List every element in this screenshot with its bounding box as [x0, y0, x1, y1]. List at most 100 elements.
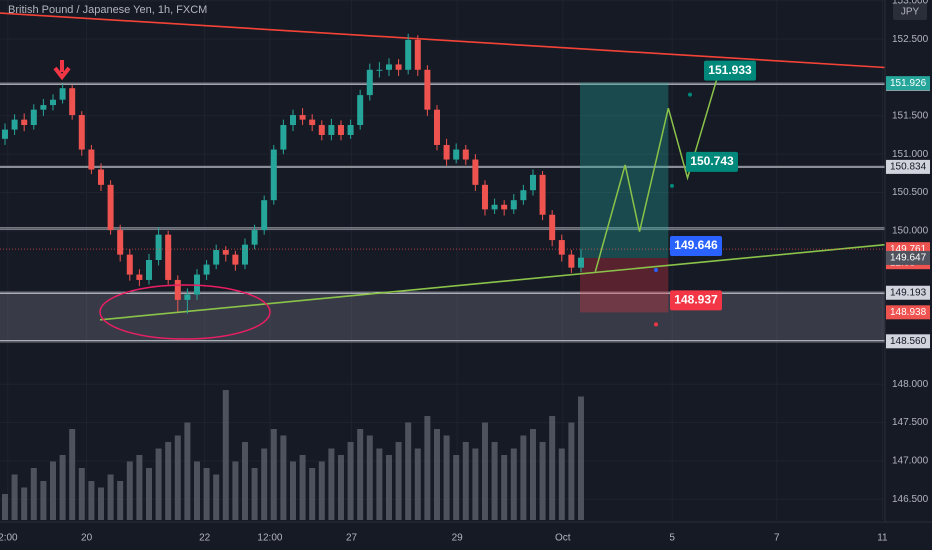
- candle-body: [155, 234, 162, 260]
- volume-bar: [165, 442, 172, 520]
- candle-body: [309, 119, 316, 126]
- volume-bar: [433, 429, 440, 520]
- volume-bar: [347, 442, 354, 520]
- x-tick-label: 20: [81, 533, 93, 544]
- x-tick-label: 5: [669, 533, 675, 544]
- volume-bar: [405, 422, 412, 520]
- volume-bar: [481, 422, 488, 520]
- candle-body: [510, 200, 517, 210]
- volume-bar: [395, 442, 402, 520]
- volume-bar: [577, 396, 584, 520]
- level-tag-label: 150.834: [890, 162, 927, 173]
- y-tick-label: 148.000: [892, 379, 929, 390]
- candle-body: [232, 254, 239, 265]
- candle-body: [577, 257, 584, 268]
- candle-body: [568, 254, 575, 268]
- candle-body: [299, 115, 306, 120]
- callout-label: 148.937: [674, 293, 718, 307]
- candle-body: [136, 274, 143, 280]
- candle-body: [433, 109, 440, 145]
- candle-body: [318, 125, 325, 135]
- volume-bar: [97, 487, 104, 520]
- callout-box: [704, 60, 756, 81]
- price-tag-label: 148.938: [890, 307, 927, 318]
- candle-body: [558, 240, 565, 255]
- candle-body: [184, 294, 191, 300]
- candle-body: [40, 105, 47, 110]
- y-tick-label: 150.500: [892, 187, 929, 198]
- x-tick-label: 2:00: [0, 533, 18, 544]
- y-tick-label: 150.000: [892, 225, 929, 236]
- down-arrow: [53, 60, 71, 81]
- candle-body: [59, 88, 66, 100]
- volume-bar: [203, 468, 210, 520]
- volume-bar: [549, 416, 556, 520]
- x-tick-label: 27: [346, 533, 358, 544]
- x-tick-label: 7: [774, 533, 780, 544]
- volume-bar: [318, 461, 325, 520]
- x-tick-label: Oct: [555, 533, 571, 544]
- volume-bar: [337, 455, 344, 520]
- x-tick-label: 11: [877, 533, 888, 544]
- volume-bar: [107, 474, 114, 520]
- level-tag: [886, 334, 930, 349]
- volume-bar: [213, 474, 220, 520]
- volume-bar: [529, 429, 536, 520]
- volume-bar: [309, 468, 316, 520]
- candle-body: [405, 39, 412, 70]
- volume-bar: [539, 442, 546, 520]
- volume-bar: [366, 435, 373, 520]
- candle-body: [520, 190, 527, 201]
- volume-bar: [501, 455, 508, 520]
- volume-bar: [376, 448, 383, 520]
- price-tag-label: 149.647: [890, 253, 927, 264]
- volume-bar: [414, 448, 421, 520]
- currency-badge: [893, 2, 927, 20]
- candle-body: [347, 125, 354, 135]
- callout-anchor: [654, 322, 658, 327]
- price-tag-label: 151.926: [890, 78, 927, 89]
- volume-bar: [241, 442, 248, 520]
- volume-bar: [491, 442, 498, 520]
- support-zone: [0, 292, 885, 342]
- level-tag: [886, 285, 930, 300]
- price-tag: [886, 76, 930, 91]
- volume-bar: [11, 474, 18, 520]
- candle-body: [88, 149, 95, 170]
- volume-bar: [222, 390, 229, 520]
- volume-bar: [261, 448, 268, 520]
- candle-body: [443, 144, 450, 160]
- candle-body: [174, 279, 181, 300]
- volume-bar: [117, 481, 124, 520]
- volume-bar: [443, 435, 450, 520]
- candle-body: [501, 204, 508, 210]
- candle-body: [213, 250, 220, 265]
- y-tick-label: 146.500: [892, 494, 929, 505]
- candle-body: [69, 88, 76, 116]
- x-tick-label: 22: [199, 533, 211, 544]
- price-tag: [886, 305, 930, 320]
- volume-bar: [289, 461, 296, 520]
- volume-bar: [520, 435, 527, 520]
- volume-bar: [328, 448, 335, 520]
- candle-body: [414, 39, 421, 70]
- callout-anchor: [688, 92, 692, 97]
- candle-body: [472, 159, 479, 185]
- callout-anchor: [670, 183, 674, 188]
- y-tick-label: 147.000: [892, 456, 929, 467]
- volume-bar: [30, 468, 37, 520]
- volume-bar: [385, 455, 392, 520]
- volume-bar: [49, 461, 56, 520]
- candle-body: [261, 200, 268, 231]
- candle-body: [165, 234, 172, 280]
- volume-bar: [1, 494, 8, 520]
- candle-body: [357, 95, 364, 126]
- callout-box: [670, 236, 722, 257]
- candle-body: [251, 230, 258, 245]
- candle-body: [117, 230, 124, 255]
- currency-label: JPY: [901, 7, 920, 18]
- trendline: [0, 12, 886, 69]
- volume-bar: [155, 448, 162, 520]
- candle-body: [145, 260, 152, 280]
